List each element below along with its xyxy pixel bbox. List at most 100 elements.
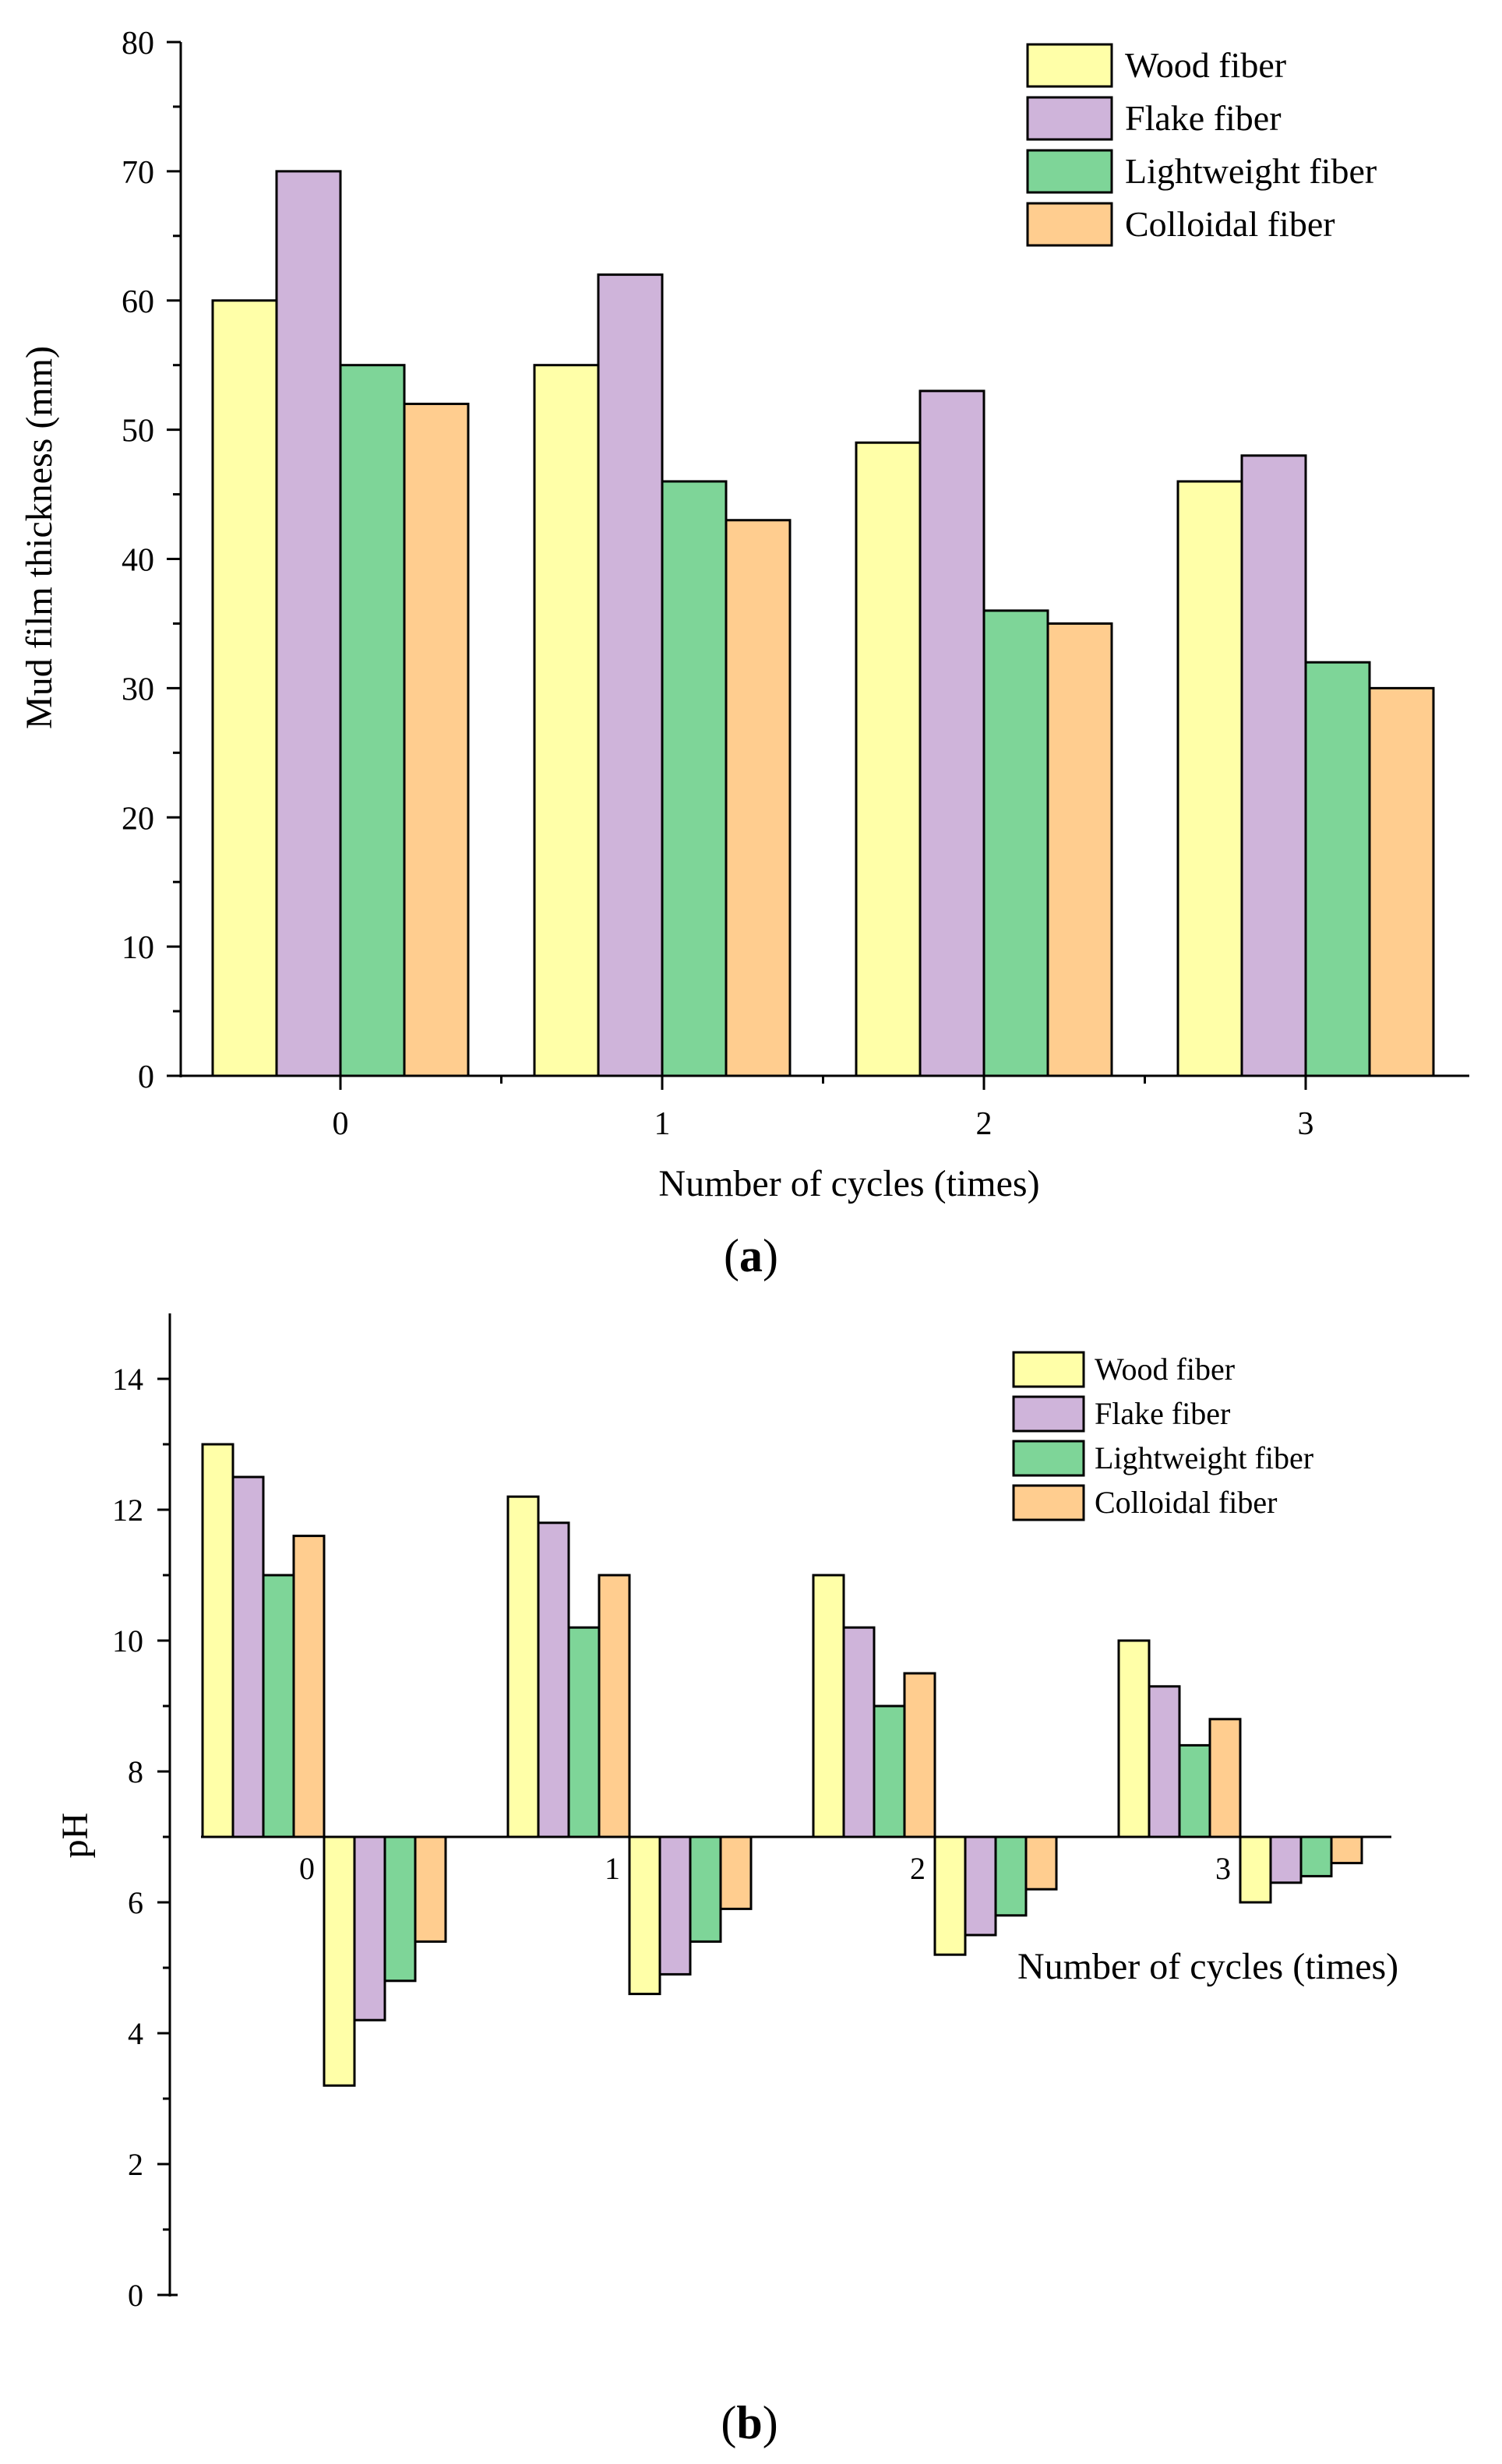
x-tick-label: 0 [299,1851,315,1886]
bar-colloidal-below-cycle-2 [1024,1835,1058,1891]
bar-flake-below-cycle-0 [353,1835,386,2022]
bar-wood-below-cycle-3 [1239,1835,1272,1904]
bar-wood-cycle-2 [855,441,922,1077]
y-tick-label: 0 [138,1059,154,1095]
legend-label-wood: Wood fiber [1125,45,1286,85]
bar-flake-above-cycle-2 [842,1626,876,1838]
chart-b-x-ticks: 0 1 2 3 [299,1837,1242,1886]
chart-a-x-ticks: 0 1 2 3 [333,1076,1314,1142]
chart-b-bars [201,1443,1363,2087]
chart-b-ylabel: pH [55,1813,96,1859]
x-tick-label: 2 [910,1851,926,1886]
legend-swatch-flake [1012,1395,1085,1433]
y-tick-label: 2 [128,2147,143,2182]
y-tick-label: 8 [128,1754,143,1789]
y-tick-label: 0 [128,2278,143,2313]
bar-flake-cycle-3 [1240,454,1307,1077]
bar-lightweight-cycle-2 [982,609,1049,1077]
y-tick-label: 12 [112,1493,143,1528]
legend-swatch-lightweight [1026,149,1113,194]
chart-a-bars [211,170,1435,1077]
chart-b-panel-label: (b) [721,2397,777,2448]
bar-wood-above-cycle-1 [506,1495,540,1838]
x-tick-label: 2 [976,1106,993,1142]
bar-lightweight-below-cycle-3 [1299,1835,1333,1877]
x-tick-label: 3 [1298,1106,1314,1142]
chart-a: 0 10 20 30 40 50 60 70 80 0 1 2 3 Mud film thicknes… [19,26,1469,1281]
bar-lightweight-below-cycle-0 [383,1835,417,1983]
bar-wood-cycle-1 [533,364,600,1077]
bar-wood-below-cycle-1 [628,1835,661,1996]
bar-lightweight-below-cycle-2 [994,1835,1028,1917]
bar-colloidal-below-cycle-3 [1330,1835,1363,1865]
bar-colloidal-above-cycle-2 [903,1672,936,1838]
bar-wood-cycle-0 [211,299,278,1077]
legend-label-lightweight: Lightweight fiber [1095,1440,1313,1475]
chart-a-panel-label: (a) [724,1230,778,1281]
legend-swatch-wood [1012,1351,1085,1388]
chart-a-ylabel: Mud film thickness (mm) [19,346,60,729]
bar-colloidal-below-cycle-1 [719,1835,753,1910]
chart-a-xlabel: Number of cycles (times) [658,1163,1039,1204]
y-tick-label: 60 [122,284,154,320]
bar-colloidal-cycle-3 [1368,686,1435,1077]
chart-a-legend: Wood fiber Flake fiber Lightweight fiber Co… [1026,43,1377,247]
bar-lightweight-cycle-3 [1304,661,1371,1077]
bar-lightweight-above-cycle-0 [262,1574,295,1838]
bar-flake-below-cycle-1 [658,1835,692,1976]
bar-wood-below-cycle-2 [933,1835,967,1956]
legend-label-flake: Flake fiber [1125,98,1282,138]
y-tick-label: 4 [128,2016,143,2051]
bar-flake-below-cycle-2 [964,1835,997,1937]
x-tick-label: 1 [654,1106,671,1142]
bar-lightweight-cycle-1 [661,480,728,1077]
legend-label-colloidal: Colloidal fiber [1095,1485,1277,1520]
bar-lightweight-above-cycle-3 [1178,1743,1211,1838]
y-tick-label: 50 [122,414,154,449]
bar-colloidal-cycle-1 [725,519,792,1077]
legend-swatch-colloidal [1026,202,1113,247]
bar-colloidal-above-cycle-1 [598,1574,631,1838]
y-tick-label: 30 [122,672,154,707]
chart-b-legend: Wood fiber Flake fiber Lightweight fiber Co… [1012,1351,1313,1521]
y-tick-label: 40 [122,543,154,579]
bar-wood-cycle-3 [1176,480,1243,1077]
bar-lightweight-above-cycle-1 [567,1626,601,1838]
chart-b-xlabel: Number of cycles (times) [1017,1946,1398,1987]
bar-flake-cycle-2 [918,390,985,1077]
bar-wood-above-cycle-0 [201,1443,234,1838]
bar-colloidal-above-cycle-3 [1208,1718,1242,1838]
chart-b-y-ticks: 0 2 4 6 8 10 12 14 [112,1362,170,2313]
legend-swatch-flake [1026,96,1113,141]
bar-lightweight-cycle-0 [339,364,406,1077]
legend-label-colloidal: Colloidal fiber [1125,204,1335,244]
x-tick-label: 0 [333,1106,349,1142]
bar-colloidal-cycle-0 [403,402,470,1077]
bar-wood-above-cycle-2 [812,1574,845,1838]
legend-label-wood: Wood fiber [1095,1352,1235,1387]
y-tick-label: 6 [128,1885,143,1920]
x-tick-label: 3 [1215,1851,1231,1886]
chart-a-y-ticks: 0 10 20 30 40 50 60 70 80 [122,26,181,1095]
legend-label-lightweight: Lightweight fiber [1125,151,1377,191]
bar-colloidal-cycle-2 [1046,622,1113,1077]
bar-flake-above-cycle-3 [1148,1685,1181,1838]
legend-swatch-wood [1026,43,1113,88]
y-tick-label: 10 [112,1623,143,1659]
legend-swatch-lightweight [1012,1440,1085,1477]
y-tick-label: 80 [122,26,154,62]
bar-wood-below-cycle-0 [323,1835,356,2087]
bar-lightweight-above-cycle-2 [873,1704,906,1838]
bar-flake-cycle-1 [597,273,664,1077]
y-tick-label: 20 [122,801,154,837]
bar-lightweight-below-cycle-1 [689,1835,722,1943]
legend-label-flake: Flake fiber [1095,1396,1230,1431]
y-tick-label: 70 [122,155,154,191]
bar-colloidal-below-cycle-0 [414,1835,447,1943]
y-tick-label: 14 [112,1362,143,1397]
x-tick-label: 1 [605,1851,620,1886]
bar-flake-above-cycle-1 [537,1521,570,1838]
y-tick-label: 10 [122,930,154,966]
